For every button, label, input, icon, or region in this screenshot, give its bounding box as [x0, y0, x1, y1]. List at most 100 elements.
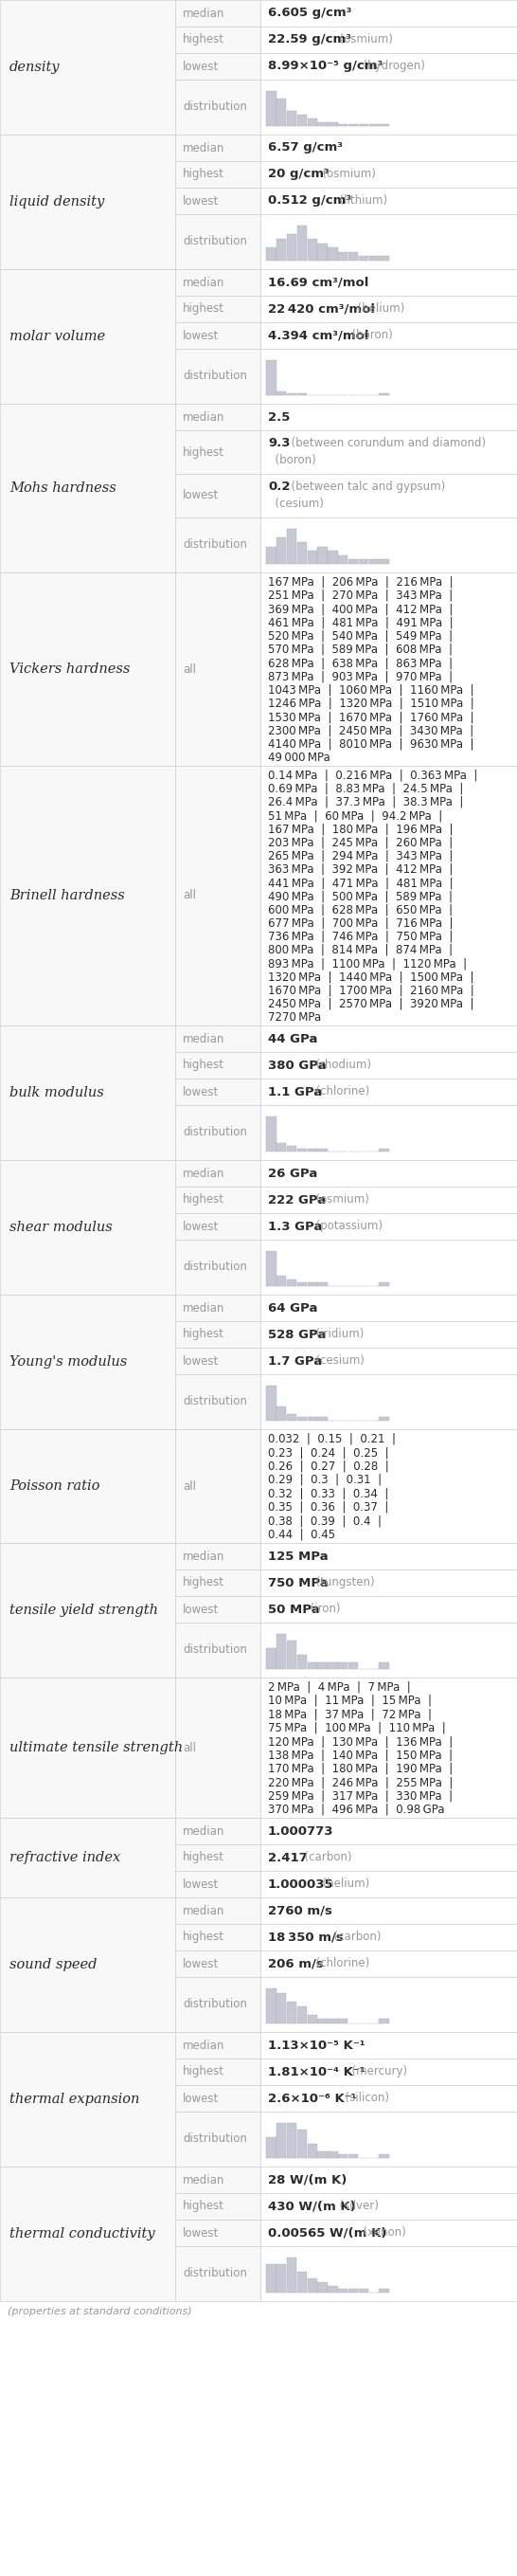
Bar [0, 765, 175, 1025]
Text: distribution: distribution [183, 538, 247, 551]
Text: distribution: distribution [183, 371, 247, 381]
Bar [175, 1025, 261, 1051]
Bar [175, 1239, 261, 1296]
Text: (osmium): (osmium) [315, 167, 375, 180]
Text: (boron): (boron) [268, 453, 316, 466]
Text: highest: highest [183, 1193, 224, 1206]
Bar [266, 546, 276, 564]
Bar [308, 118, 317, 126]
Text: 222 GPa: 222 GPa [268, 1193, 326, 1206]
Text: 1.13×10⁻⁵ K⁻¹: 1.13×10⁻⁵ K⁻¹ [268, 2040, 365, 2050]
Bar [261, 1347, 517, 1373]
Bar [308, 1149, 317, 1151]
Bar [0, 268, 175, 404]
Bar [328, 2285, 338, 2293]
Text: (between corundum and diamond): (between corundum and diamond) [284, 438, 486, 451]
Text: highest: highest [183, 2066, 224, 2079]
Bar [277, 1144, 286, 1151]
Bar [348, 2290, 358, 2293]
Bar [317, 2151, 327, 2159]
Text: highest: highest [183, 1059, 224, 1072]
Bar [175, 474, 261, 518]
Bar [308, 1417, 317, 1422]
Text: 369 MPa  |  400 MPa  |  412 MPa  |: 369 MPa | 400 MPa | 412 MPa | [268, 603, 453, 616]
Bar [261, 296, 517, 322]
Bar [261, 572, 517, 765]
Text: 50 MPa: 50 MPa [268, 1602, 320, 1615]
Bar [348, 559, 358, 564]
Bar [175, 1543, 261, 1569]
Text: 2 MPa  |  4 MPa  |  7 MPa  |: 2 MPa | 4 MPa | 7 MPa | [268, 1682, 410, 1692]
Bar [287, 2002, 297, 2025]
Bar [348, 1662, 358, 1669]
Bar [261, 1373, 517, 1430]
Bar [175, 572, 261, 765]
Text: 8.99×10⁻⁵ g/cm³: 8.99×10⁻⁵ g/cm³ [268, 59, 383, 72]
Text: 800 MPa  |  814 MPa  |  874 MPa  |: 800 MPa | 814 MPa | 874 MPa | [268, 943, 453, 956]
Text: distribution: distribution [183, 1999, 247, 2012]
Text: distribution: distribution [183, 1643, 247, 1656]
Bar [379, 2020, 389, 2025]
Bar [261, 214, 517, 268]
Text: distribution: distribution [183, 1262, 247, 1273]
Bar [261, 1623, 517, 1677]
Bar [277, 1633, 286, 1669]
Text: (helium): (helium) [350, 304, 404, 314]
Text: highest: highest [183, 2200, 224, 2213]
Text: 1246 MPa  |  1320 MPa  |  1510 MPa  |: 1246 MPa | 1320 MPa | 1510 MPa | [268, 698, 474, 711]
Text: density: density [9, 62, 60, 75]
Text: highest: highest [183, 167, 224, 180]
Text: 628 MPa  |  638 MPa  |  863 MPa  |: 628 MPa | 638 MPa | 863 MPa | [268, 657, 453, 670]
Text: (boron): (boron) [344, 330, 392, 343]
Bar [175, 1430, 261, 1543]
Bar [175, 1950, 261, 1976]
Text: 736 MPa  |  746 MPa  |  750 MPa  |: 736 MPa | 746 MPa | 750 MPa | [268, 930, 453, 943]
Bar [317, 1662, 327, 1669]
Bar [261, 1569, 517, 1597]
Text: lowest: lowest [183, 330, 219, 343]
Bar [261, 2058, 517, 2084]
Bar [261, 1239, 517, 1296]
Text: (potassium): (potassium) [309, 1221, 383, 1231]
Bar [175, 1213, 261, 1239]
Text: 1.000035: 1.000035 [268, 1878, 334, 1891]
Bar [0, 1543, 175, 1677]
Text: 203 MPa  |  245 MPa  |  260 MPa  |: 203 MPa | 245 MPa | 260 MPa | [268, 837, 453, 848]
Text: median: median [183, 142, 225, 155]
Bar [175, 1976, 261, 2032]
Text: 873 MPa  |  903 MPa  |  970 MPa  |: 873 MPa | 903 MPa | 970 MPa | [268, 670, 453, 683]
Bar [175, 2221, 261, 2246]
Bar [338, 556, 348, 564]
Text: lowest: lowest [183, 2226, 219, 2239]
Bar [175, 1373, 261, 1430]
Bar [297, 1149, 307, 1151]
Text: distribution: distribution [183, 1126, 247, 1139]
Bar [317, 242, 327, 260]
Text: 461 MPa  |  481 MPa  |  491 MPa  |: 461 MPa | 481 MPa | 491 MPa | [268, 616, 453, 629]
Text: (mercury): (mercury) [344, 2066, 407, 2079]
Bar [175, 162, 261, 188]
Bar [175, 2032, 261, 2058]
Text: 4140 MPa  |  8010 MPa  |  9630 MPa  |: 4140 MPa | 8010 MPa | 9630 MPa | [268, 737, 474, 750]
Text: 1.1 GPa: 1.1 GPa [268, 1084, 322, 1097]
Bar [287, 1280, 297, 1285]
Bar [261, 26, 517, 54]
Text: 1.000773: 1.000773 [268, 1824, 334, 1837]
Bar [261, 1188, 517, 1213]
Bar [297, 227, 307, 260]
Bar [0, 1899, 175, 2032]
Text: (osmium): (osmium) [309, 1193, 370, 1206]
Bar [261, 430, 517, 474]
Bar [379, 1417, 389, 1422]
Bar [328, 2151, 338, 2159]
Bar [308, 2014, 317, 2025]
Text: (properties at standard conditions): (properties at standard conditions) [8, 2308, 192, 2316]
Text: 1043 MPa  |  1060 MPa  |  1160 MPa  |: 1043 MPa | 1060 MPa | 1160 MPa | [268, 683, 474, 696]
Bar [0, 1677, 175, 1819]
Text: 18 MPa  |  37 MPa  |  72 MPa  |: 18 MPa | 37 MPa | 72 MPa | [268, 1708, 432, 1721]
Bar [317, 546, 327, 564]
Bar [317, 1283, 327, 1285]
Text: refractive index: refractive index [9, 1852, 120, 1865]
Bar [175, 2112, 261, 2166]
Bar [261, 1079, 517, 1105]
